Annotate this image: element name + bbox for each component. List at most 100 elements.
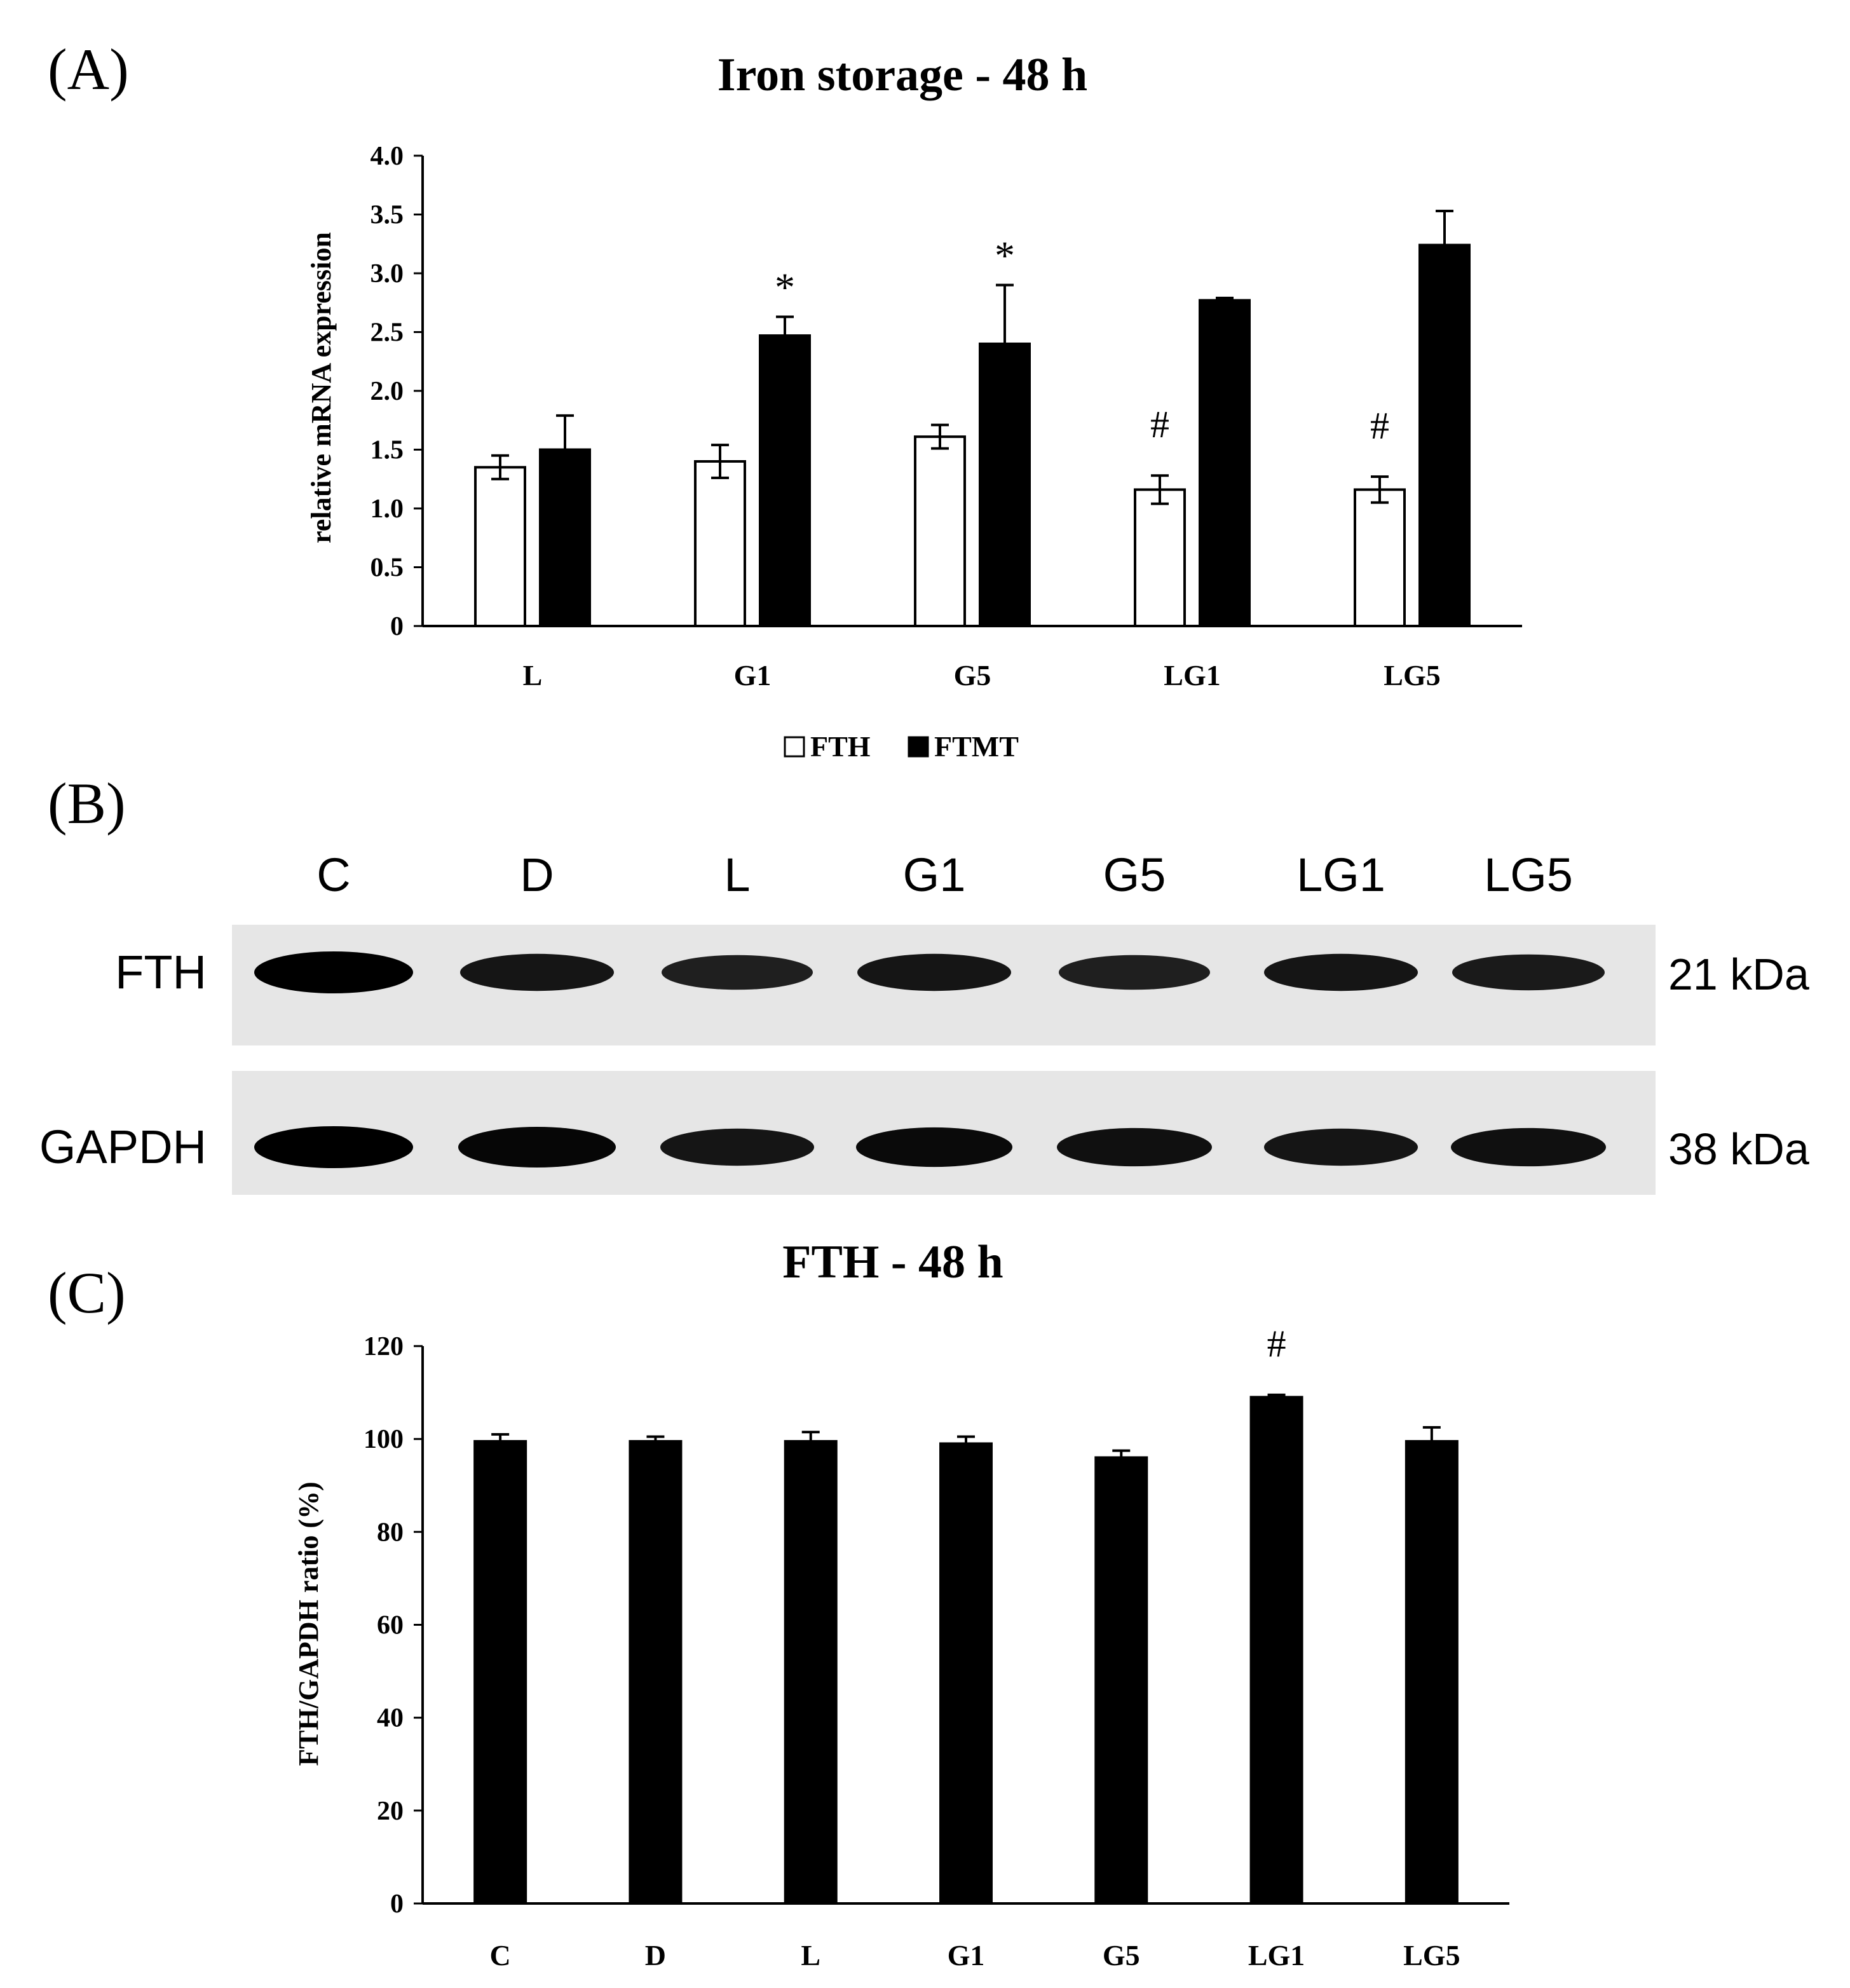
panel-label-a: (A) [48, 37, 129, 102]
chart-a-bar [759, 334, 811, 627]
blot-band [1264, 1128, 1418, 1166]
blot-band [1057, 1127, 1212, 1167]
chart-a-x-tick-label: LG1 [1164, 659, 1220, 691]
blot-lane-label: D [520, 848, 554, 901]
blot-band [1452, 954, 1605, 991]
chart-a-bar [1354, 488, 1406, 628]
chart-a-error-bar [711, 444, 729, 479]
blot-lane-label: C [316, 848, 350, 901]
chart-a-title: Iron storage - 48 h [718, 49, 1087, 101]
chart-c-bar [1094, 1456, 1148, 1905]
chart-a-significance-mark: * [995, 233, 1015, 278]
chart-c-error-bar [1422, 1426, 1441, 1457]
chart-a-error-bar [1371, 475, 1389, 504]
chart-a-error-bar [1216, 296, 1234, 304]
blot-band [460, 953, 614, 991]
chart-c-error-bar [801, 1431, 820, 1452]
chart-c-bar [629, 1440, 683, 1905]
chart-c-error-bar [1112, 1449, 1131, 1466]
chart-c-bar [473, 1440, 527, 1905]
chart-c-significance-mark: # [1267, 1323, 1286, 1365]
chart-c-y-tick-label: 0 [390, 1889, 404, 1919]
blot-band [458, 1126, 616, 1168]
chart-a-bar [539, 448, 591, 627]
legend-label-fth: FTH [810, 730, 871, 763]
chart-a-bar [1134, 488, 1186, 628]
chart-a-y-tick-label: 0.5 [371, 554, 404, 583]
chart-a-ylabel: relative mRNA expression [306, 232, 337, 543]
blot-size-label: 21 kDa [1668, 950, 1809, 999]
chart-c-y-tick-label: 60 [377, 1611, 404, 1640]
chart-a-x-tick-label: L [523, 659, 543, 691]
chart-c-bar [1249, 1396, 1303, 1905]
chart-c-error-bar [1267, 1393, 1286, 1401]
chart-a-bar [914, 435, 966, 628]
chart-a-bar [694, 460, 746, 627]
blot-band [1059, 955, 1210, 990]
blot-band [857, 953, 1011, 991]
chart-a-y-tick-label: 2.0 [371, 377, 404, 406]
blot-protein-label: FTH [115, 946, 207, 998]
blot-lane-label: L [724, 848, 750, 901]
blot-size-label: 38 kDa [1668, 1124, 1809, 1174]
blot-band [856, 1127, 1012, 1168]
chart-c-ylabel: FTH/GAPDH ratio (%) [293, 1481, 324, 1766]
chart-a-y-tick-label: 4.0 [371, 142, 404, 171]
chart-a-y-tick-label: 0 [390, 612, 404, 641]
chart-a-x-tick-label: G1 [734, 659, 772, 691]
legend-label-ftmt: FTMT [934, 730, 1019, 763]
chart-c-error-bar [957, 1435, 975, 1452]
chart-a-significance-mark: # [1150, 404, 1169, 446]
chart-a-error-bar [996, 283, 1014, 404]
chart-c-y-tick-label: 20 [377, 1797, 404, 1826]
chart-c-x-tick-label: C [490, 1939, 511, 1971]
chart-a-error-bar [1151, 474, 1169, 505]
blot-lane-label: G5 [1103, 848, 1166, 901]
chart-c-x-tick-label: L [801, 1939, 820, 1971]
chart-c-x-tick-label: LG1 [1248, 1939, 1305, 1971]
chart-c-x-tick-label: LG5 [1403, 1939, 1460, 1971]
chart-c-error-bar [646, 1435, 665, 1448]
chart-a-legend: FTH FTMT [784, 730, 1019, 763]
chart-c-y-tick-label: 80 [377, 1518, 404, 1547]
chart-c-error-bar [491, 1433, 510, 1450]
chart-a-bar [1418, 243, 1471, 628]
chart-c-y-tick-label: 120 [364, 1332, 404, 1361]
blot-band [1451, 1127, 1606, 1167]
chart-a-y-tick-label: 2.5 [371, 318, 404, 348]
chart-c-x-tick-label: G1 [948, 1939, 985, 1971]
panel-label-b: (B) [48, 771, 126, 836]
blot-band [660, 1128, 814, 1166]
blot-lane-label: LG5 [1484, 848, 1573, 901]
chart-a-y-tick-label: 1.0 [371, 494, 404, 524]
chart-c-bar [939, 1442, 993, 1905]
chart-a-error-bar [556, 414, 574, 486]
chart-a-significance-mark: # [1370, 405, 1389, 447]
blot-lane-label: G1 [903, 848, 966, 901]
blot-band [254, 1126, 413, 1168]
chart-a-error-bar [491, 454, 509, 480]
chart-c-y-tick-label: 100 [364, 1425, 404, 1454]
chart-c-y-tick-label: 40 [377, 1704, 404, 1733]
chart-a-bar [1199, 299, 1251, 627]
chart-a-error-bar [776, 315, 794, 356]
chart-c-x-tick-label: G5 [1103, 1939, 1140, 1971]
chart-a-y-tick-label: 3.5 [371, 201, 404, 230]
chart-c-bar [784, 1440, 838, 1905]
legend-swatch-ftmt [908, 736, 929, 758]
legend-swatch-fth [784, 736, 805, 758]
chart-a-x-tick-label: LG5 [1384, 659, 1440, 691]
chart-c-bar [1405, 1440, 1459, 1905]
chart-a-y-tick-label: 1.5 [371, 436, 404, 465]
chart-a-error-bar [931, 423, 949, 450]
blot-band [254, 951, 413, 993]
chart-a-x-tick-label: G5 [954, 659, 991, 691]
blot-band [662, 955, 813, 990]
chart-a-significance-mark: * [775, 264, 795, 310]
chart-a-plot: 00.51.01.52.02.53.03.54.0L G1 G5 LG1 LG5**# # [371, 142, 1522, 691]
blot-lane-label: LG1 [1296, 848, 1385, 901]
blot-protein-label: GAPDH [39, 1120, 207, 1173]
